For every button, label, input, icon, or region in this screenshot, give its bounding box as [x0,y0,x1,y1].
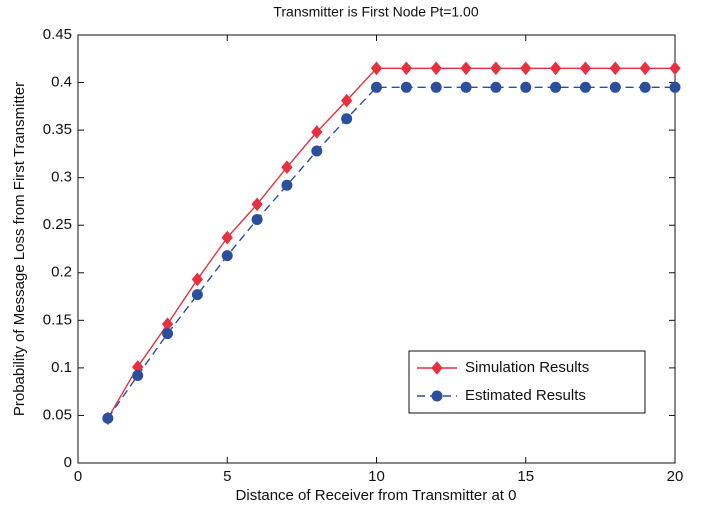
data-point [550,81,562,93]
data-point [191,272,204,287]
data-point [191,289,203,301]
data-point [281,179,293,191]
data-point [520,61,532,76]
data-point [400,81,412,93]
data-point [490,61,502,76]
data-point [341,113,353,125]
data-point [609,81,621,93]
legend-label: Simulation Results [465,359,589,376]
y-tick-label: 0.3 [51,169,72,186]
data-point [102,412,114,424]
x-tick-label: 5 [223,468,231,485]
data-point [400,61,413,76]
data-point [251,197,263,212]
y-tick-label: 0.35 [43,121,72,138]
data-point [639,81,651,93]
data-point [221,250,233,262]
data-point [430,61,442,76]
data-point [460,61,472,76]
y-tick-label: 0.05 [43,406,72,423]
y-tick-label: 0.1 [51,359,72,376]
data-point [311,125,323,139]
data-point [430,81,442,93]
x-tick-label: 0 [74,468,82,485]
y-tick-label: 0.4 [51,74,72,91]
legend-label: Estimated Results [465,387,586,404]
x-tick-label: 15 [517,468,534,485]
data-point [162,328,174,340]
data-point [311,145,323,157]
data-point [370,61,383,76]
data-point [251,214,263,226]
y-axis-label: Probability of Message Loss from First T… [11,82,28,416]
x-tick-label: 10 [368,468,385,485]
data-point [460,81,472,93]
y-tick-label: 0.15 [43,311,72,328]
data-point [669,61,681,76]
data-point [340,93,353,108]
data-point [520,81,532,93]
data-point [371,81,382,93]
data-point [490,81,502,93]
y-tick-label: 0 [64,454,72,471]
chart-title: Transmitter is First Node Pt=1.00 [273,4,478,20]
y-tick-label: 0.45 [43,26,72,43]
data-point [579,81,591,93]
legend-marker [431,361,443,375]
y-tick-label: 0.25 [43,216,72,233]
legend: Simulation Results Estimated Results [408,350,646,414]
data-point [281,160,293,174]
data-point [579,61,592,76]
x-axis-label: Distance of Receiver from Transmitter at… [236,487,517,504]
data-point [669,81,681,93]
legend-marker [431,390,443,402]
data-point [221,230,233,245]
data-point [132,369,144,381]
data-point [639,61,651,76]
data-point [609,61,621,76]
x-tick-label: 20 [667,468,684,485]
y-tick-label: 0.2 [51,264,72,281]
data-point [549,61,562,76]
legend-box [408,350,646,414]
